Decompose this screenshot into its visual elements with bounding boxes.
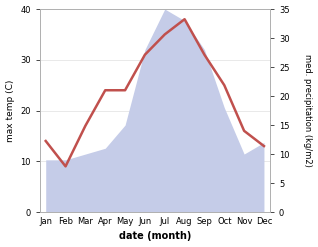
Y-axis label: max temp (C): max temp (C) bbox=[5, 79, 15, 142]
X-axis label: date (month): date (month) bbox=[119, 231, 191, 242]
Y-axis label: med. precipitation (kg/m2): med. precipitation (kg/m2) bbox=[303, 54, 313, 167]
